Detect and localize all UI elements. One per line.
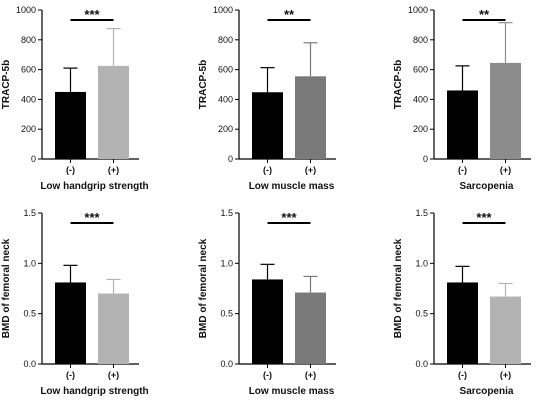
bar-positive xyxy=(98,293,129,364)
chart-panel-3: 0 200 400 600 800 1000 TRACP-5b (-) (+) Sarcopeni… xyxy=(393,5,531,192)
y-tick-label: 1.5 xyxy=(415,208,428,218)
bar-positive xyxy=(98,65,129,159)
y-tick-label: 400 xyxy=(413,94,428,104)
x-tick-label: (+) xyxy=(305,165,316,175)
x-tick-label: (+) xyxy=(108,370,119,380)
y-tick-label: 400 xyxy=(21,94,36,104)
x-tick-label: (-) xyxy=(458,370,467,380)
y-tick-label: 1000 xyxy=(213,5,233,15)
significance-label: *** xyxy=(84,7,100,22)
y-axis-title: TRACP-5b xyxy=(198,60,209,109)
x-axis-title: Sarcopenia xyxy=(460,386,514,397)
bar-positive xyxy=(295,76,326,159)
chart-panel-6: 0.0 0.5 1.0 1.5 BMD of femoral neck (-) (+) Sar… xyxy=(393,208,531,397)
chart-panel-2: 0 200 400 600 800 1000 TRACP-5b (-) (+) Low muscl… xyxy=(198,5,336,192)
y-axis-title: BMD of femoral neck xyxy=(1,238,12,338)
bar-positive xyxy=(490,62,521,159)
y-tick-label: 1000 xyxy=(408,5,428,15)
bar-positive xyxy=(295,292,326,364)
x-axis-title: Low handgrip strength xyxy=(40,386,148,397)
chart-panel-1: 0 200 400 600 800 1000 TRACP-5b (-) (+) Low handg… xyxy=(1,5,149,192)
y-tick-label: 1.0 xyxy=(220,258,233,268)
y-tick-label: 200 xyxy=(218,124,233,134)
y-tick-label: 600 xyxy=(218,65,233,75)
significance-label: *** xyxy=(281,210,297,225)
x-tick-label: (-) xyxy=(458,165,467,175)
significance-label: ** xyxy=(479,7,490,22)
x-tick-label: (-) xyxy=(66,165,75,175)
significance-label: *** xyxy=(84,210,100,225)
bar-negative xyxy=(447,282,478,364)
y-tick-label: 0 xyxy=(423,154,428,164)
y-tick-label: 0.0 xyxy=(415,359,428,369)
x-tick-label: (+) xyxy=(500,370,511,380)
bar-negative xyxy=(447,90,478,159)
y-tick-label: 400 xyxy=(218,94,233,104)
significance-label: ** xyxy=(284,7,295,22)
x-tick-label: (-) xyxy=(66,370,75,380)
y-tick-label: 0 xyxy=(228,154,233,164)
y-tick-label: 600 xyxy=(413,65,428,75)
bar-negative xyxy=(252,279,283,364)
bar-negative xyxy=(55,282,86,364)
chart-panel-5: 0.0 0.5 1.0 1.5 BMD of femoral neck (-) (+) Low… xyxy=(198,208,336,397)
x-tick-label: (+) xyxy=(108,165,119,175)
y-axis-title: BMD of femoral neck xyxy=(393,238,404,338)
x-axis-title: Sarcopenia xyxy=(460,181,514,192)
x-axis-title: Low handgrip strength xyxy=(40,181,148,192)
bar-negative xyxy=(55,91,86,159)
bar-negative xyxy=(252,92,283,159)
y-tick-label: 800 xyxy=(21,35,36,45)
y-tick-label: 800 xyxy=(218,35,233,45)
y-tick-label: 0.0 xyxy=(23,359,36,369)
y-tick-label: 200 xyxy=(413,124,428,134)
x-axis-title: Low muscle mass xyxy=(249,386,335,397)
y-tick-label: 0.5 xyxy=(415,309,428,319)
y-axis-title: TRACP-5b xyxy=(1,60,12,109)
y-tick-label: 0.0 xyxy=(220,359,233,369)
y-axis-title: TRACP-5b xyxy=(393,60,404,109)
x-tick-label: (-) xyxy=(263,165,272,175)
y-tick-label: 1.5 xyxy=(23,208,36,218)
y-tick-label: 1.0 xyxy=(415,258,428,268)
y-tick-label: 0.5 xyxy=(220,309,233,319)
y-tick-label: 1.5 xyxy=(220,208,233,218)
y-tick-label: 600 xyxy=(21,65,36,75)
x-tick-label: (+) xyxy=(500,165,511,175)
x-tick-label: (+) xyxy=(305,370,316,380)
bar-positive xyxy=(490,296,521,364)
y-tick-label: 200 xyxy=(21,124,36,134)
chart-panel-4: 0.0 0.5 1.0 1.5 BMD of femoral neck (-) (+) Low… xyxy=(1,208,149,397)
x-tick-label: (-) xyxy=(263,370,272,380)
y-tick-label: 1.0 xyxy=(23,258,36,268)
significance-label: *** xyxy=(476,210,492,225)
y-tick-label: 1000 xyxy=(16,5,36,15)
y-tick-label: 0.5 xyxy=(23,309,36,319)
y-tick-label: 0 xyxy=(31,154,36,164)
x-axis-title: Low muscle mass xyxy=(249,181,335,192)
y-tick-label: 800 xyxy=(413,35,428,45)
y-axis-title: BMD of femoral neck xyxy=(198,238,209,338)
